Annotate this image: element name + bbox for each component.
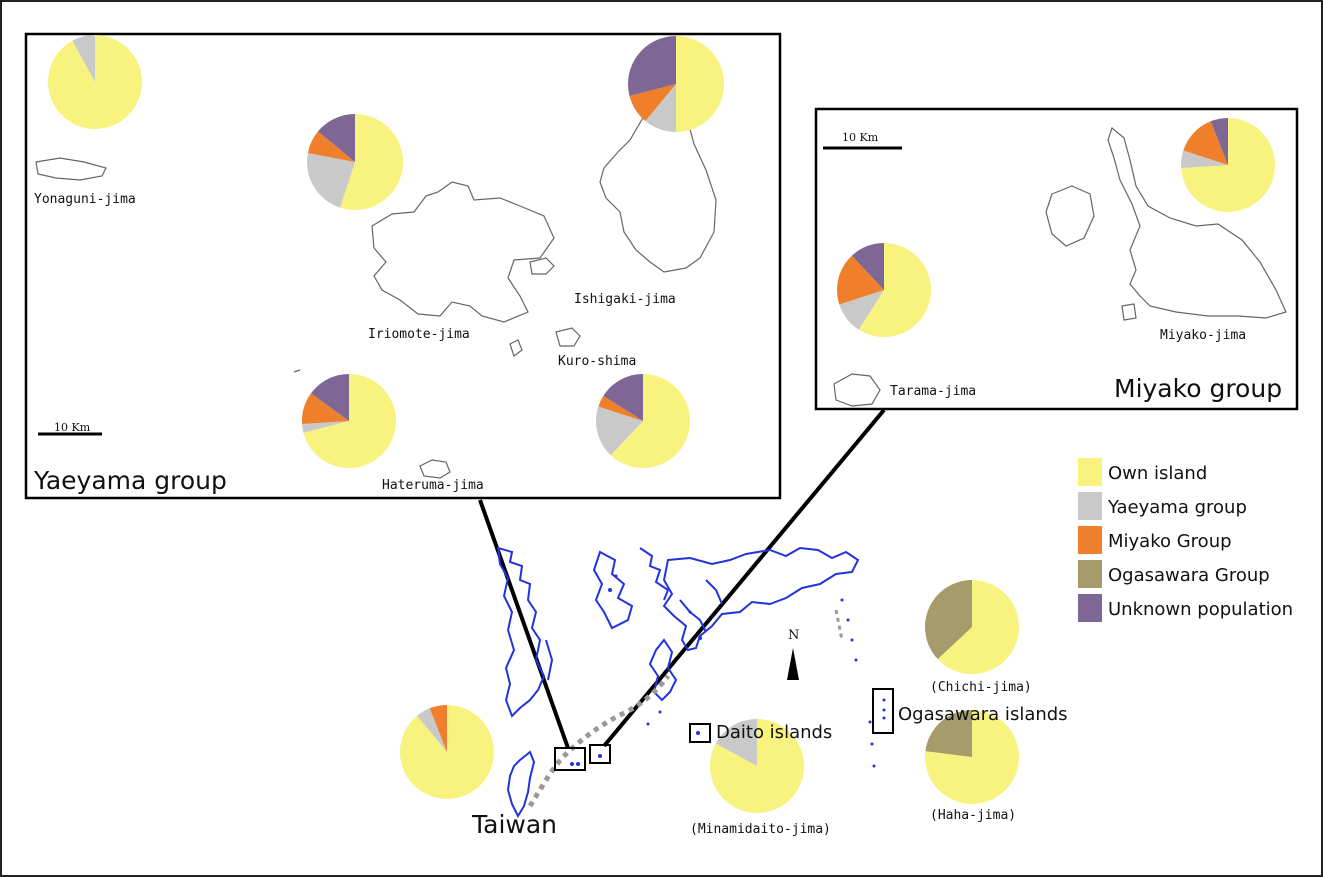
pie-slice-tarama-jima-miyako: [837, 255, 884, 305]
pie-slice-ishigaki-jima-own: [676, 36, 724, 132]
legend-label-yaeyama: Yaeyama group: [1108, 497, 1247, 518]
pie-slice-miyako-jima-own: [1181, 118, 1275, 212]
label-taiwan: Taiwan: [472, 810, 558, 839]
pie-haha-jima: [924, 710, 1019, 804]
pie-slice-hateruma-jima-miyako: [301, 393, 349, 424]
yaeyama-connector-line: [478, 499, 570, 749]
miyako-connector-line: [602, 408, 886, 748]
current-path: [527, 674, 670, 808]
pie-iriomote-jima: [307, 114, 404, 210]
pie-slice-iriomote-jima-yaeyama: [307, 153, 355, 208]
pie-ishigaki-jima: [628, 36, 724, 132]
north-label: N: [788, 628, 800, 643]
label-tarama: Tarama-jima: [890, 384, 977, 399]
pie-slice-kuro-shima-unknown: [603, 374, 643, 421]
pie-tarama-jima: [837, 243, 932, 338]
pie-slice-haha-jima-ogasawara: [925, 710, 972, 757]
pie-slice-miyako-jima-miyako: [1183, 121, 1228, 165]
pie-slice-kuro-shima-yaeyama: [596, 406, 643, 456]
pie-hateruma-jima: [301, 374, 397, 468]
legend-swatch-unknown: [1078, 594, 1102, 622]
label-iriomote: Iriomote-jima: [368, 327, 470, 342]
label-kuroshima: Kuro-shima: [558, 354, 637, 369]
taiwan-coastline: [506, 750, 536, 819]
pie-slice-kuro-shima-miyako: [598, 395, 643, 421]
pie-slice-iriomote-jima-own: [340, 114, 404, 210]
pie-slice-tarama-jima-yaeyama: [839, 290, 884, 330]
legend-swatches: [1078, 458, 1102, 622]
pie-slice-ishigaki-jima-unknown: [628, 36, 676, 96]
label-minamidaito: (Minamidaito-jima): [690, 822, 831, 837]
pie-slice-taiwan-miyako: [429, 705, 447, 752]
pie-slice-taiwan-own: [400, 705, 495, 799]
pie-slice-yonaguni-jima-own: [47, 35, 142, 129]
pie-miyako-jima: [1180, 118, 1275, 212]
legend-label-miyako: Miyako Group: [1108, 531, 1232, 552]
miyako-group-title: Miyako group: [1114, 374, 1283, 403]
pie-slice-taiwan-yaeyama: [417, 708, 447, 752]
pie-slice-hateruma-jima-own: [303, 374, 397, 468]
legend-swatch-ogasawara: [1078, 560, 1102, 588]
pie-charts: [47, 35, 1275, 813]
pie-slice-minamidaito-jima-yaeyama: [715, 719, 757, 766]
pie-slice-yonaguni-jima-yaeyama: [72, 35, 95, 82]
daito-locator-box: [689, 723, 711, 743]
pie-yonaguni-jima: [47, 35, 142, 129]
yaeyama-scale-label: 10 Km: [54, 421, 91, 434]
north-arrow-icon: [787, 648, 799, 680]
pie-slice-ishigaki-jima-yaeyama: [645, 84, 676, 132]
pie-slice-chichi-jima-ogasawara: [925, 580, 972, 660]
pie-slice-ishigaki-jima-miyako: [629, 84, 676, 121]
pie-slice-hateruma-jima-yaeyama: [302, 421, 349, 433]
legend-swatch-yaeyama: [1078, 492, 1102, 520]
label-miyako: Miyako-jima: [1160, 328, 1247, 343]
ogasawara-locator-box: [872, 688, 894, 734]
yaeyama-locator-box: [554, 747, 586, 771]
pie-minamidaito-jima: [709, 719, 804, 813]
small-islands: [570, 574, 886, 768]
label-ishigaki: Ishigaki-jima: [574, 292, 676, 307]
pie-slice-kuro-shima-own: [610, 374, 691, 468]
label-haha: (Haha-jima): [930, 808, 1017, 823]
miyako-coastlines: [833, 126, 1287, 407]
legend-label-own: Own island: [1108, 463, 1208, 484]
legend-label-unknown: Unknown population: [1108, 599, 1294, 620]
yaeyama-group-title: Yaeyama group: [34, 466, 227, 495]
pie-slice-miyako-jima-yaeyama: [1180, 150, 1228, 168]
pie-slice-chichi-jima-own: [937, 580, 1020, 674]
label-yonaguni: Yonaguni-jima: [34, 192, 136, 207]
legend-swatch-miyako: [1078, 526, 1102, 554]
label-hateruma: Hateruma-jima: [382, 478, 484, 493]
legend-swatch-own: [1078, 458, 1102, 486]
pie-slice-minamidaito-jima-own: [709, 719, 804, 813]
miyako-scale-label: 10 Km: [842, 131, 879, 144]
pie-taiwan: [400, 705, 495, 799]
japan-coastline: [496, 546, 860, 718]
pie-slice-tarama-jima-unknown: [851, 243, 884, 290]
pie-chichi-jima: [925, 580, 1020, 674]
legend-label-ogasawara: Ogasawara Group: [1108, 565, 1270, 586]
pie-kuro-shima: [596, 374, 691, 468]
pie-slice-miyako-jima-unknown: [1210, 118, 1228, 165]
pie-slice-haha-jima-own: [924, 710, 1019, 804]
label-daito-islands: Daito islands: [716, 722, 833, 743]
current-path-north: [834, 609, 844, 641]
pie-slice-iriomote-jima-miyako: [307, 131, 355, 162]
label-ogasawara-islands: Ogasawara islands: [898, 704, 1068, 725]
pie-slice-tarama-jima-own: [858, 243, 932, 338]
pie-slice-hateruma-jima-unknown: [310, 374, 349, 421]
label-chichi: (Chichi-jima): [930, 680, 1032, 695]
miyako-locator-box: [589, 744, 611, 764]
pie-slice-iriomote-jima-unknown: [318, 114, 355, 162]
